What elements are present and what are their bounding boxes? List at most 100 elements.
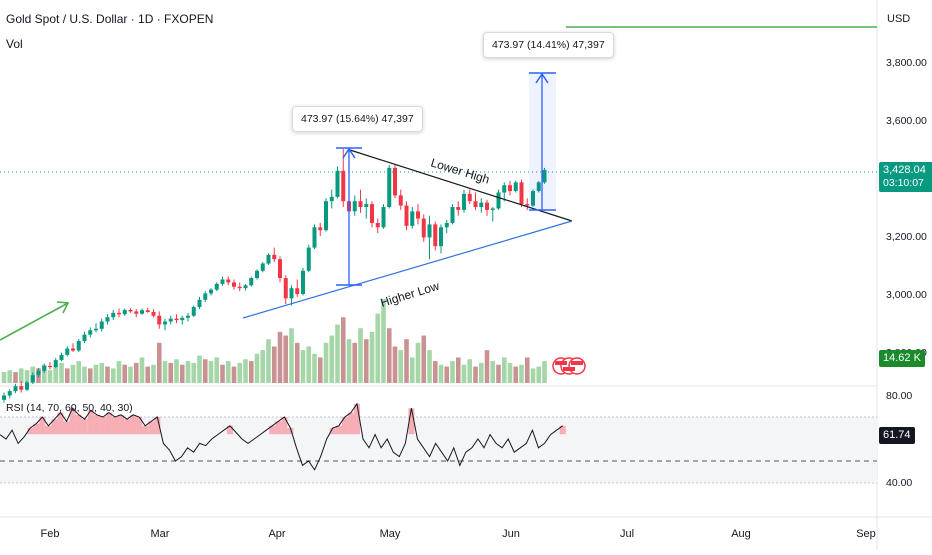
candle [513, 180, 518, 193]
volume-bar [237, 362, 243, 383]
candle [485, 199, 489, 216]
candle [42, 363, 47, 373]
volume-bar [47, 370, 53, 383]
volume-bar [231, 366, 237, 383]
measure-tool-2[interactable] [529, 72, 556, 211]
volume-bar [283, 335, 289, 383]
candle [99, 318, 104, 332]
volume-bar [496, 364, 501, 383]
candle [536, 180, 541, 193]
candle [94, 323, 98, 333]
bar-countdown: 03:10:07 [883, 177, 924, 189]
price-axis[interactable]: 3,800.003,600.003,400.003,200.003,000.00… [886, 57, 927, 359]
measure-callout-1[interactable]: 473.97 (15.64%) 47,397 [292, 106, 423, 132]
candle [174, 314, 179, 323]
volume-bar [70, 364, 76, 383]
time-axis[interactable]: Feb Mar Apr May Jun Jul Aug Sep [41, 528, 876, 540]
candle [255, 269, 259, 280]
candle [71, 343, 75, 352]
time-tick-label: Aug [731, 528, 751, 540]
volume-bar [421, 335, 427, 383]
rsi-overbought-fill [124, 419, 131, 435]
current-price-value: 3,428.04 [883, 164, 926, 176]
candle [243, 283, 248, 291]
candle [140, 308, 144, 315]
higher-low-trendline[interactable] [242, 220, 573, 319]
candle [479, 198, 484, 213]
symbol-title[interactable]: Gold Spot / U.S. Dollar · 1D · FXOPEN [6, 12, 214, 26]
rsi-overbought-fill [33, 423, 40, 435]
volume-bar [530, 368, 536, 383]
measure-tool-1[interactable] [336, 147, 362, 286]
candle [375, 218, 380, 234]
price-tick-label: 3,600.00 [886, 115, 927, 127]
rsi-overbought-fill [353, 403, 360, 435]
candle [324, 198, 328, 232]
volume-bar [162, 361, 168, 383]
candle [151, 309, 156, 318]
volume-bar [174, 359, 179, 383]
volume-bar [24, 370, 30, 383]
volume-layer [1, 299, 547, 383]
candle [404, 201, 409, 231]
rsi-layer [0, 402, 566, 471]
volume-bar [214, 357, 220, 383]
candle [117, 308, 121, 318]
candle [266, 253, 271, 265]
candle [220, 276, 225, 286]
measure-callout-2[interactable]: 473.97 (14.41%) 47,397 [483, 32, 614, 58]
candle [111, 309, 116, 321]
rsi-overbought-fill [408, 408, 415, 435]
candle [433, 221, 438, 251]
volume-bar [116, 361, 122, 383]
rsi-tick-label: 80.00 [886, 390, 912, 402]
rsi-overbought-fill [39, 417, 46, 435]
volume-bar [133, 362, 139, 383]
candle [410, 207, 415, 229]
candle [128, 308, 133, 313]
volume-bar [105, 366, 110, 383]
rsi-overbought-fill [154, 417, 161, 435]
candle [450, 204, 455, 225]
volume-bar [340, 317, 346, 383]
volume-bar [243, 359, 248, 383]
candle [542, 167, 547, 184]
rsi-overbought-fill [75, 414, 82, 435]
volume-bar [225, 361, 231, 383]
volume-bar [409, 357, 415, 383]
volume-bar [13, 372, 18, 383]
candle [393, 164, 397, 199]
candle [473, 192, 478, 210]
price-tick-label: 3,800.00 [886, 57, 927, 69]
volume-indicator-label[interactable]: Vol [6, 37, 23, 51]
volume-bar [363, 339, 369, 383]
volume-bar [335, 324, 340, 383]
rsi-overbought-fill [347, 412, 354, 435]
volume-bar [392, 346, 398, 383]
volume-bar [478, 362, 484, 383]
event-flags[interactable] [552, 357, 586, 375]
candle [65, 346, 70, 357]
volume-bar [53, 366, 59, 383]
rsi-indicator-label[interactable]: RSI (14, 70, 60, 50, 40, 30) [6, 402, 133, 414]
rsi-overbought-fill [341, 417, 348, 435]
rsi-axis: 80.00 40.00 [886, 390, 912, 489]
volume-bar [432, 361, 438, 383]
volume-bar [473, 366, 478, 383]
candle [467, 189, 472, 205]
rsi-overbought-fill [559, 425, 566, 435]
volume-bar [156, 342, 162, 383]
lower-high-trendline[interactable] [349, 149, 573, 222]
volume-bar [427, 350, 432, 383]
candles-layer [2, 149, 547, 403]
candle [329, 189, 334, 209]
rsi-overbought-fill [269, 425, 276, 435]
volume-bar [76, 361, 82, 383]
candle [421, 214, 426, 242]
currency-label[interactable]: USD [887, 13, 911, 25]
green-trend-arrow[interactable] [0, 301, 70, 341]
volume-bar [501, 357, 507, 383]
higher-low-label: Higher Low [379, 279, 441, 310]
candle [209, 288, 213, 296]
